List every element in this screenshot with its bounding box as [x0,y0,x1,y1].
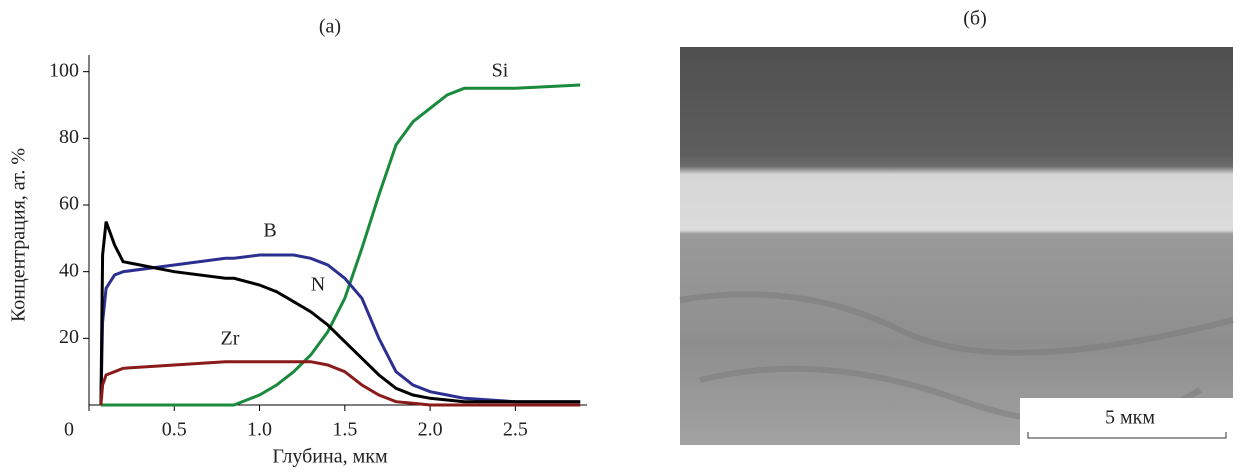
x-tick-label: 2.0 [418,419,443,441]
series-label: Si [492,60,509,82]
series-line [99,253,581,406]
x-tick-label: 2.5 [503,419,528,441]
x-tick-label: 1.0 [247,419,272,441]
y-axis-label: Концентрация, ат. % [8,148,30,322]
series-line [99,360,581,407]
y-tick-label: 60 [59,193,79,215]
y-tick-label: 40 [59,259,79,281]
x-tick-label: 0.5 [162,419,187,441]
panel-title: (б) [963,8,987,30]
scale-bar-box [1020,398,1233,445]
y-tick-label: 80 [59,126,79,148]
scale-bar-label: 5 мкм [1105,407,1155,429]
scale-bar [1027,432,1227,439]
x-tick-label: 1.5 [332,419,357,441]
y-tick-label: 100 [49,59,79,81]
series-line [99,221,581,406]
series-label: Zr [221,328,240,350]
x-tick-label: 0 [64,419,74,441]
panel-title: (а) [319,16,341,38]
y-tick-label: 20 [59,326,79,348]
series-line [100,83,581,407]
sem-image [680,47,1233,445]
series-label: B [263,220,276,242]
series-label: N [311,274,325,296]
x-axis-label: Глубина, мкм [272,446,388,468]
